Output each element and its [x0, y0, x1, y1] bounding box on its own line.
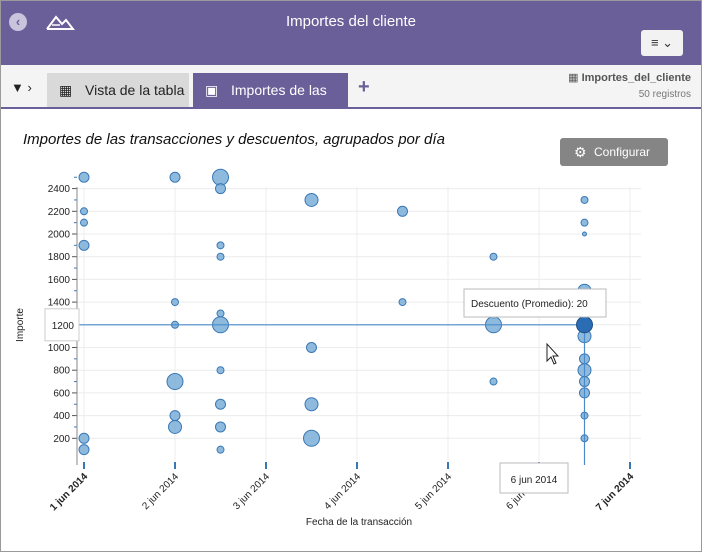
crosshair-x-label: 6 jun 2014: [499, 462, 569, 494]
data-point: [306, 342, 317, 353]
x-tick-label: 3 jun 2014: [231, 471, 272, 512]
data-point: [216, 309, 225, 318]
tab-label: Importes de las tr...: [231, 82, 327, 132]
tooltip-text: Descuento (Promedio): 20: [471, 299, 588, 310]
y-tick-label: 1400: [48, 298, 71, 309]
filter-button[interactable]: ▼ ›: [11, 80, 32, 95]
data-point: [215, 421, 226, 433]
mountain-logo-icon: [46, 15, 75, 30]
tooltip-box: [463, 288, 607, 318]
data-point: [304, 192, 319, 207]
menu-button[interactable]: ≡ ⌄: [641, 30, 683, 56]
chart-overlay: Descuento (Promedio): 20 1200 6 jun 2014: [44, 288, 607, 494]
chart-icon: ▣: [205, 82, 219, 98]
crosshair-x-box: [499, 462, 569, 494]
data-point: [171, 298, 179, 307]
app-title: Importes del cliente: [285, 13, 417, 30]
y-tick-label: 2200: [48, 207, 71, 218]
data-point: [169, 171, 181, 183]
y-tick-label: 600: [53, 388, 70, 399]
y-tick-label: 2000: [48, 230, 71, 241]
gear-icon: ⚙: [574, 144, 587, 160]
data-point: [216, 252, 225, 261]
data-point: [582, 231, 587, 237]
x-tick-label: 7 jun 2014: [594, 471, 636, 513]
table-icon: ▦: [59, 82, 73, 98]
data-point: [78, 444, 90, 456]
x-tick-label: 5 jun 2014: [413, 471, 454, 512]
tab-bar: ▼ › ▦ Vista de la tabla ▣ Importes de la…: [1, 65, 701, 132]
data-point: [304, 397, 319, 412]
data-point: [78, 239, 90, 251]
tab-table-view[interactable]: ▦ Vista de la tabla: [47, 73, 189, 107]
y-tick-label: 1800: [48, 252, 71, 263]
data-point: [489, 252, 498, 261]
data-point: [212, 168, 229, 186]
data-point: [80, 218, 88, 227]
back-icon[interactable]: ‹: [9, 13, 27, 31]
mouse-cursor-icon: [546, 342, 560, 365]
data-point: [215, 398, 226, 410]
y-tick-label: 1600: [48, 275, 71, 286]
data-point: [169, 410, 181, 422]
data-point: [215, 183, 226, 195]
configure-button[interactable]: ⚙ Configurar: [560, 138, 668, 166]
chart-grid: [77, 187, 641, 461]
data-point: [80, 207, 88, 216]
add-tab-button[interactable]: +: [358, 76, 370, 98]
data-point: [78, 432, 90, 444]
data-point: [166, 373, 184, 391]
y-tick-label: 1000: [48, 343, 71, 354]
title-bar: ‹ Importes del cliente ≡ ⌄: [1, 1, 701, 65]
y-tick-label: 800: [53, 366, 70, 377]
tab-label: Vista de la tabla: [85, 82, 185, 98]
x-tick-label: 4 jun 2014: [322, 471, 363, 512]
chart-points: [78, 168, 592, 456]
data-point: [580, 195, 589, 204]
y-tick-label: 400: [53, 411, 70, 422]
x-tick-label: 1 jun 2014: [48, 471, 90, 513]
data-point: [303, 429, 320, 447]
datasource-name: ▦ Importes_del_cliente: [568, 72, 691, 84]
highlighted-point: [576, 316, 593, 334]
crosshair-y-text: 1200: [52, 321, 75, 332]
data-point: [216, 445, 225, 454]
y-axis-label: Importe: [15, 308, 26, 342]
crosshair-y-box: [44, 308, 80, 342]
tab-chart-view[interactable]: ▣ Importes de las tr...: [193, 73, 348, 132]
data-point: [398, 298, 407, 307]
tooltip: Descuento (Promedio): 20: [463, 288, 607, 318]
data-point: [216, 366, 225, 375]
data-point: [580, 218, 589, 227]
data-point: [397, 205, 408, 217]
chart-title: Importes de las transacciones y descuent…: [23, 131, 445, 148]
data-point: [168, 419, 182, 434]
x-axis-label: Fecha de la transacción: [306, 517, 412, 528]
x-tick-label: 2 jun 2014: [140, 471, 181, 512]
y-tick-label: 200: [53, 434, 70, 445]
y-tick-label: 2400: [48, 184, 71, 195]
crosshair-x-text: 6 jun 2014: [511, 475, 558, 486]
crosshair-y-label: 1200: [44, 308, 80, 342]
datasource-count: 50 registros: [638, 89, 691, 100]
data-point: [216, 241, 225, 250]
data-point: [78, 171, 90, 183]
table-icon: ▦: [568, 72, 579, 84]
data-point: [489, 377, 498, 386]
